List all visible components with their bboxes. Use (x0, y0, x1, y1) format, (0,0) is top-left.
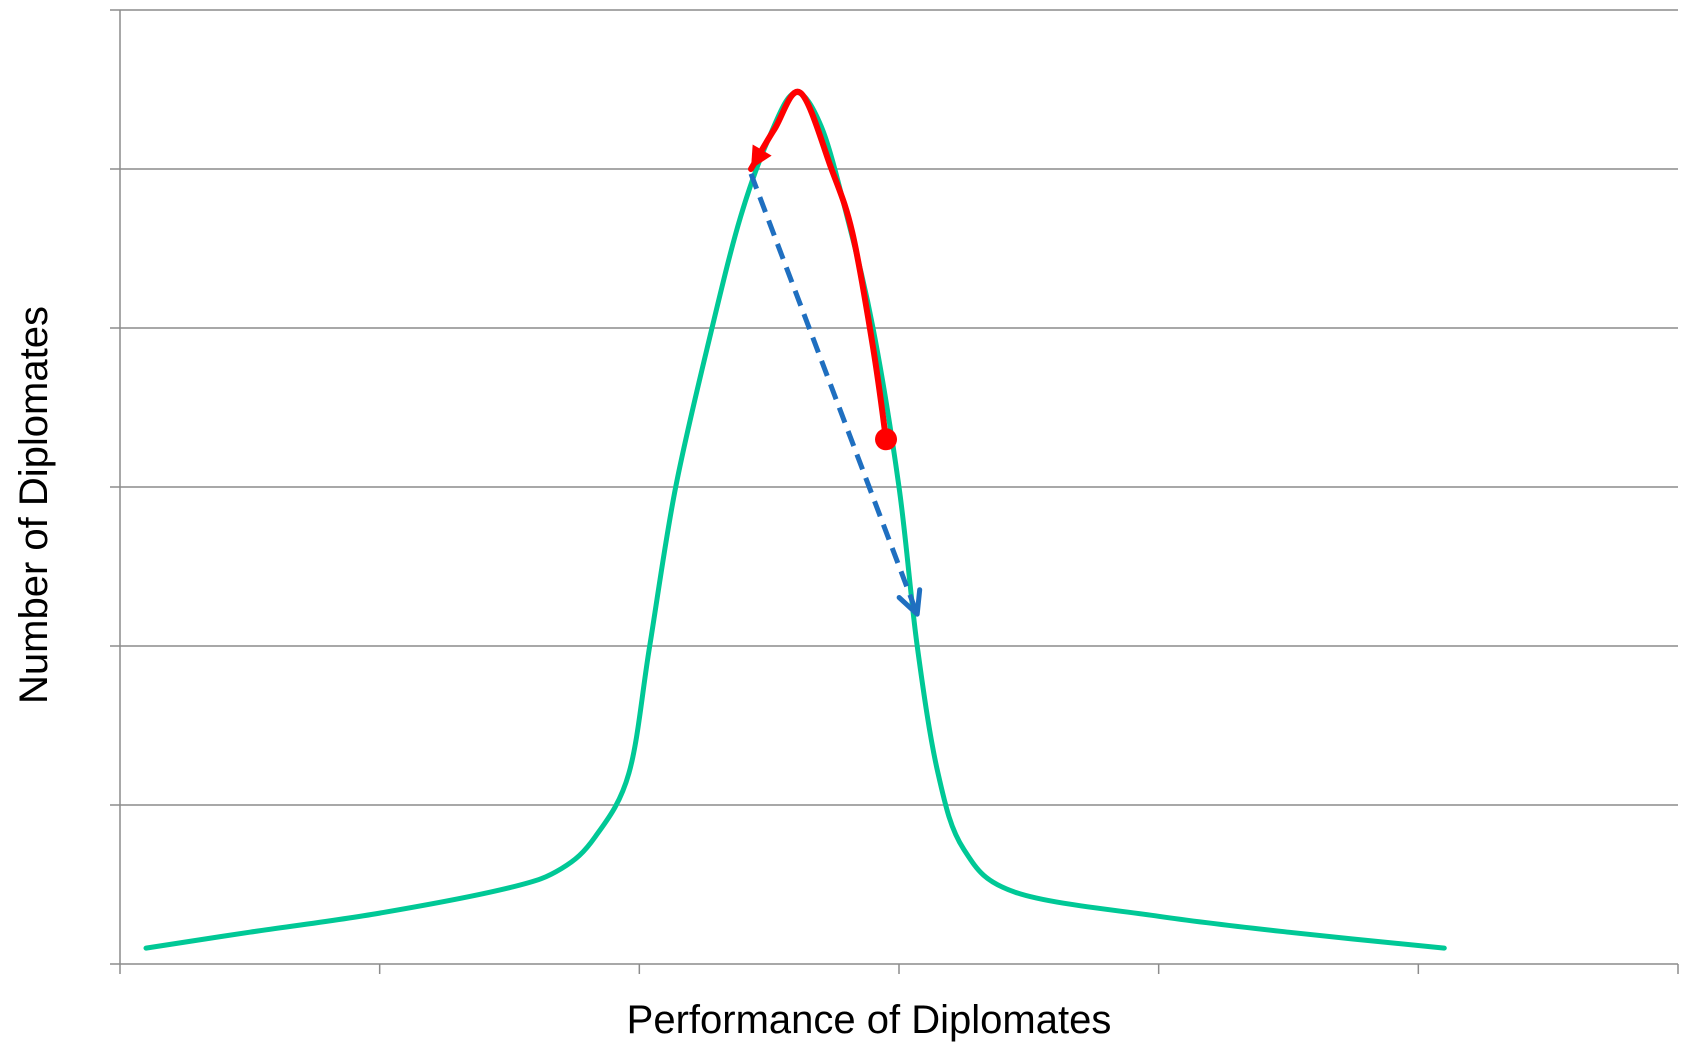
blue-dashed-arrow-line (748, 172, 920, 616)
series-line-1 (143, 90, 1447, 951)
blue-dashed-arrow-head (896, 587, 923, 617)
red-arrow-head (750, 144, 772, 169)
gridlines (120, 9, 1678, 806)
red-arrow-path (748, 88, 889, 443)
series-layer (143, 90, 1447, 951)
x-axis-title: Performance of Diplomates (627, 998, 1112, 1042)
annotation-layer (748, 88, 923, 617)
axes (110, 9, 1679, 974)
y-axis-title: Number of Diplomates (12, 306, 56, 704)
red-arrow-start-dot (875, 428, 898, 451)
